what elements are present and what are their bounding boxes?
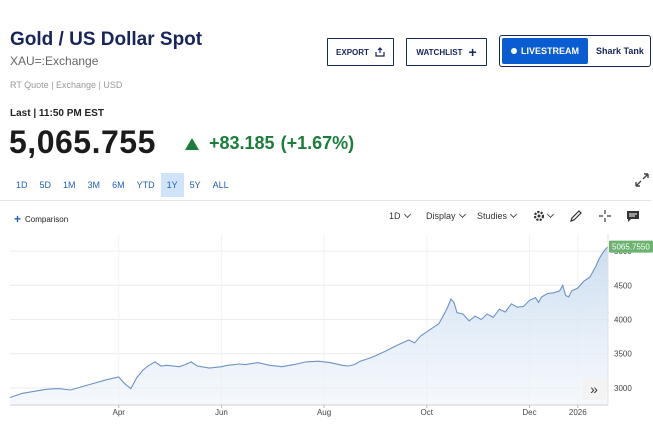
chevron-down-icon [546,210,555,219]
plus-icon: + [468,44,477,60]
watchlist-button[interactable]: WATCHLIST + [406,38,487,66]
price-chart[interactable]: 30003500400045005000AprJunAugOctDec20265… [0,228,653,425]
display-select[interactable]: Display [426,210,466,221]
x-tick-label: 2026 [569,408,587,417]
price-line [9,246,609,399]
x-tick-label: Aug [317,408,331,417]
double-chevron-right-icon: » [590,381,598,397]
range-all[interactable]: ALL [212,180,229,190]
change-value: +83.185 [209,133,275,153]
plus-icon: + [14,212,22,226]
livestream-label: LIVESTREAM [520,46,579,56]
range-selector: 1D 5D 1M 3M 6M YTD 1Y 5Y ALL [10,173,235,197]
y-tick-label: 3500 [614,350,632,359]
comment-icon[interactable] [626,209,640,223]
up-arrow-icon [185,137,199,150]
range-1d[interactable]: 1D [16,180,28,190]
crosshair-icon[interactable] [598,209,612,223]
page-title: Gold / US Dollar Spot [10,29,203,50]
export-button[interactable]: EXPORT [327,38,394,66]
export-label: EXPORT [336,47,369,57]
studies-label: Studies [477,211,508,221]
chevron-down-icon [458,210,466,219]
x-tick-label: Dec [522,408,536,417]
gear-icon[interactable] [532,209,546,223]
last-value-label: 5065.7550 [612,243,650,252]
export-icon [375,47,385,57]
interval-select[interactable]: 1D [389,210,411,221]
y-tick-label: 4500 [614,281,632,290]
chart-toolbar: + Comparison 1D Display Studies [0,208,653,228]
price-change: +83.185 (+1.67%) [185,133,354,154]
change-percent: (+1.67%) [280,133,355,153]
comparison-button[interactable]: + Comparison [14,212,68,226]
x-tick-label: Jun [215,408,228,417]
display-label: Display [426,211,456,221]
range-6m[interactable]: 6M [112,180,125,190]
comparison-label: Comparison [25,214,69,224]
last-price: 5,065.755 [9,124,156,160]
range-5y[interactable]: 5Y [189,180,201,190]
watchlist-label: WATCHLIST [416,47,463,57]
chevron-down-icon [403,210,411,219]
chevron-down-icon [509,210,518,219]
range-ytd[interactable]: YTD [136,180,155,190]
pencil-icon[interactable] [569,209,583,223]
x-tick-label: Apr [113,408,126,417]
divider [0,200,651,201]
range-1y[interactable]: 1Y [160,173,184,197]
quote-meta: RT Quote | Exchange | USD [10,80,123,90]
livestream-button[interactable]: LIVESTREAM Shark Tank [499,35,651,67]
last-time-label: Last | 11:50 PM EST [10,108,104,119]
scroll-right-button[interactable]: » [582,378,606,400]
last-value-badge [609,240,653,253]
range-3m[interactable]: 3M [87,180,101,190]
fullscreen-icon[interactable] [634,172,650,188]
y-tick-label: 4000 [614,316,632,325]
x-tick-label: Oct [421,408,434,417]
y-tick-label: 3000 [614,384,632,393]
livestream-badge: LIVESTREAM [502,38,588,64]
studies-select[interactable]: Studies [477,210,518,221]
range-5d[interactable]: 5D [39,180,52,190]
live-dot-icon [510,48,517,54]
interval-label: 1D [389,211,401,221]
symbol-label: XAU=:Exchange [10,54,99,68]
livestream-show: Shark Tank [596,46,644,56]
range-1m[interactable]: 1M [63,180,76,190]
